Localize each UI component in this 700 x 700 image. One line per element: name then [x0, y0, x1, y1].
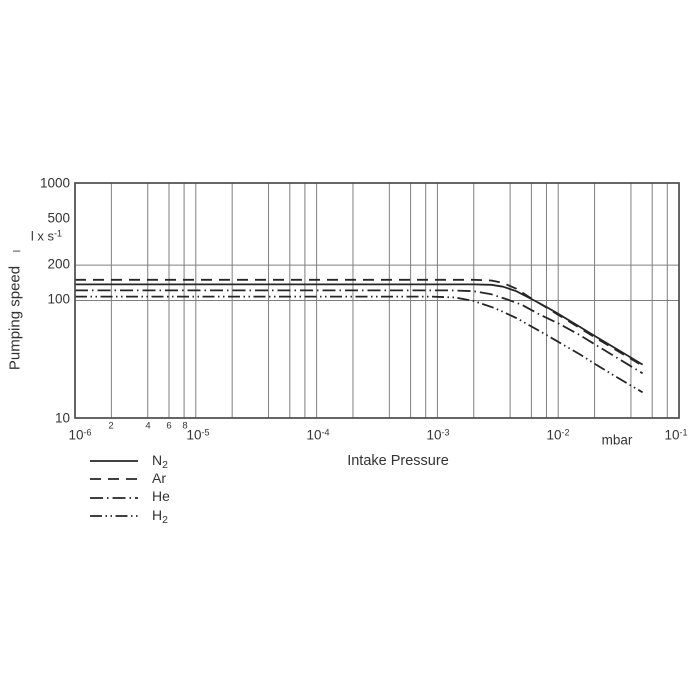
x-tick-1e-3: 10-3: [426, 427, 450, 443]
legend-label-he: He: [152, 488, 170, 505]
legend-line-ar-icon: [90, 478, 138, 481]
x-axis-unit: mbar: [601, 432, 633, 448]
x-tick-1e-2: 10-2: [546, 427, 570, 443]
legend-line-n2-icon: [90, 460, 138, 463]
y-tick-100: 100: [47, 291, 70, 307]
legend-line-h2-icon: [90, 515, 138, 517]
y-axis-title: Pumping speed: [6, 265, 24, 371]
y-tick-500: 500: [47, 210, 70, 226]
y-tick-10: 10: [54, 410, 70, 426]
x-tick-1e-6: 10-6: [68, 427, 92, 443]
legend: N2 Ar He H2: [90, 451, 182, 526]
x-minor-tick-8: 8: [182, 420, 188, 432]
x-minor-tick-4: 4: [145, 420, 151, 432]
legend-item-h2: H2: [90, 506, 182, 526]
legend-item-n2: N2: [90, 451, 182, 471]
x-axis-title: Intake Pressure: [347, 452, 449, 469]
legend-line-he-icon: [90, 496, 138, 499]
x-tick-1e-4: 10-4: [306, 427, 330, 443]
x-minor-tick-6: 6: [166, 420, 172, 432]
y-tick-200: 200: [47, 256, 70, 272]
legend-label-n2: N2: [152, 451, 168, 471]
x-tick-1e-1: 10-1: [664, 427, 688, 443]
y-axis-unit: l x s-1: [30, 228, 62, 244]
legend-label-h2: H2: [152, 506, 168, 526]
x-minor-tick-2: 2: [108, 420, 114, 432]
y-axis-unit-dash: –: [13, 242, 21, 258]
y-tick-1000: 1000: [39, 175, 70, 191]
legend-label-ar: Ar: [152, 469, 166, 486]
x-tick-1e-5: 10-5: [186, 427, 210, 443]
legend-item-he: He: [90, 488, 182, 507]
legend-item-ar: Ar: [90, 470, 182, 488]
